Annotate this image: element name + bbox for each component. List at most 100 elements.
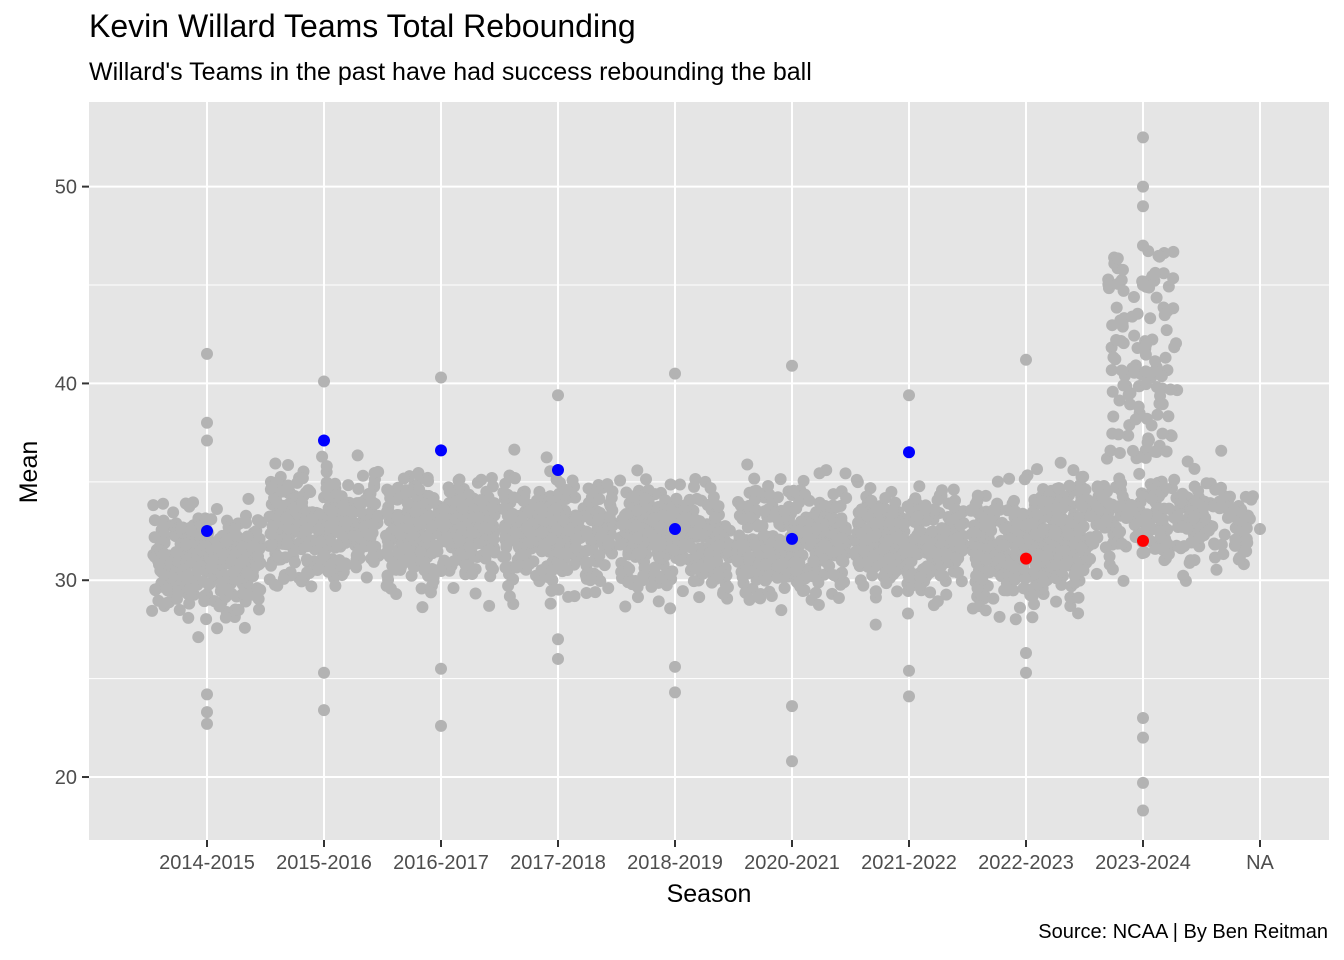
team-point: [1104, 444, 1117, 457]
team-point: [171, 592, 184, 605]
team-point: [951, 531, 964, 544]
team-point: [250, 559, 263, 572]
team-point: [157, 519, 170, 532]
x-tick-label: 2015-2016: [276, 852, 372, 874]
team-point: [652, 595, 665, 608]
team-point: [1137, 239, 1149, 252]
team-point: [201, 706, 213, 719]
team-point: [620, 507, 633, 520]
team-point: [1137, 180, 1149, 193]
team-point: [1102, 496, 1115, 509]
team-point: [696, 528, 709, 541]
team-point: [420, 531, 433, 544]
team-point: [1176, 520, 1189, 533]
team-point: [580, 525, 593, 538]
team-point: [202, 578, 215, 591]
team-point: [839, 467, 852, 480]
team-point: [327, 515, 340, 528]
team-point: [1149, 355, 1162, 368]
team-point: [282, 479, 295, 492]
team-point: [1137, 131, 1149, 144]
team-point: [901, 500, 914, 513]
team-point: [253, 603, 266, 616]
team-point: [201, 347, 213, 360]
team-point: [619, 600, 632, 613]
team-point: [1028, 598, 1041, 611]
team-point: [1210, 563, 1223, 576]
team-point: [947, 483, 960, 496]
team-point: [1113, 394, 1126, 407]
highlighted-points: [201, 434, 1149, 565]
team-point: [1148, 268, 1161, 281]
team-point: [709, 511, 722, 524]
team-point: [347, 530, 360, 543]
team-point: [739, 586, 752, 599]
team-point: [1031, 463, 1044, 476]
team-point: [277, 572, 290, 585]
team-point: [1162, 502, 1175, 515]
team-point: [1127, 290, 1140, 303]
team-point: [854, 527, 867, 540]
team-point: [1137, 804, 1149, 817]
team-point: [1017, 562, 1030, 575]
team-point: [517, 494, 530, 507]
team-point: [391, 511, 404, 524]
team-point: [222, 583, 235, 596]
team-point: [453, 473, 466, 486]
x-tick-label: 2021-2022: [861, 852, 957, 874]
team-point: [827, 569, 840, 582]
team-point: [475, 473, 488, 486]
team-point: [786, 755, 798, 768]
team-point: [752, 591, 765, 604]
team-point: [1162, 410, 1175, 423]
team-point: [510, 561, 523, 574]
team-point: [499, 561, 512, 574]
team-point: [552, 546, 565, 559]
team-point: [911, 510, 924, 523]
team-point: [520, 563, 533, 576]
team-point: [383, 486, 396, 499]
chart-subtitle: Willard's Teams in the past have had suc…: [89, 58, 812, 86]
team-point: [880, 577, 893, 590]
team-point: [1148, 445, 1161, 458]
team-point: [952, 566, 965, 579]
team-point: [1029, 528, 1042, 541]
team-point: [1145, 492, 1158, 505]
team-point: [669, 660, 681, 673]
team-point: [801, 524, 814, 537]
team-point: [1011, 516, 1024, 529]
y-tick-label: 50: [55, 177, 77, 199]
team-point: [486, 480, 499, 493]
team-point: [1214, 501, 1227, 514]
team-point: [173, 604, 186, 617]
team-point: [552, 633, 564, 646]
team-point: [1156, 513, 1169, 526]
team-point: [435, 719, 447, 732]
team-point: [979, 604, 992, 617]
team-point: [925, 525, 938, 538]
team-point: [192, 631, 205, 644]
team-point: [181, 569, 194, 582]
highlight-point: [1137, 534, 1149, 547]
team-point: [584, 574, 597, 587]
team-point: [1020, 666, 1032, 679]
team-point: [1122, 388, 1135, 401]
team-point: [170, 545, 183, 558]
team-point: [191, 564, 204, 577]
team-point: [337, 499, 350, 512]
team-point: [401, 497, 414, 510]
team-point: [182, 611, 195, 624]
team-point: [569, 541, 582, 554]
team-point: [1117, 574, 1130, 587]
team-point: [997, 539, 1010, 552]
team-point: [631, 464, 644, 477]
team-point: [167, 506, 180, 519]
team-point: [184, 524, 197, 537]
team-point: [1063, 479, 1076, 492]
highlight-point: [552, 464, 564, 477]
x-tick-label: 2020-2021: [744, 852, 840, 874]
team-point: [896, 535, 909, 548]
team-point: [605, 491, 618, 504]
team-point: [803, 494, 816, 507]
team-point: [1144, 312, 1157, 325]
